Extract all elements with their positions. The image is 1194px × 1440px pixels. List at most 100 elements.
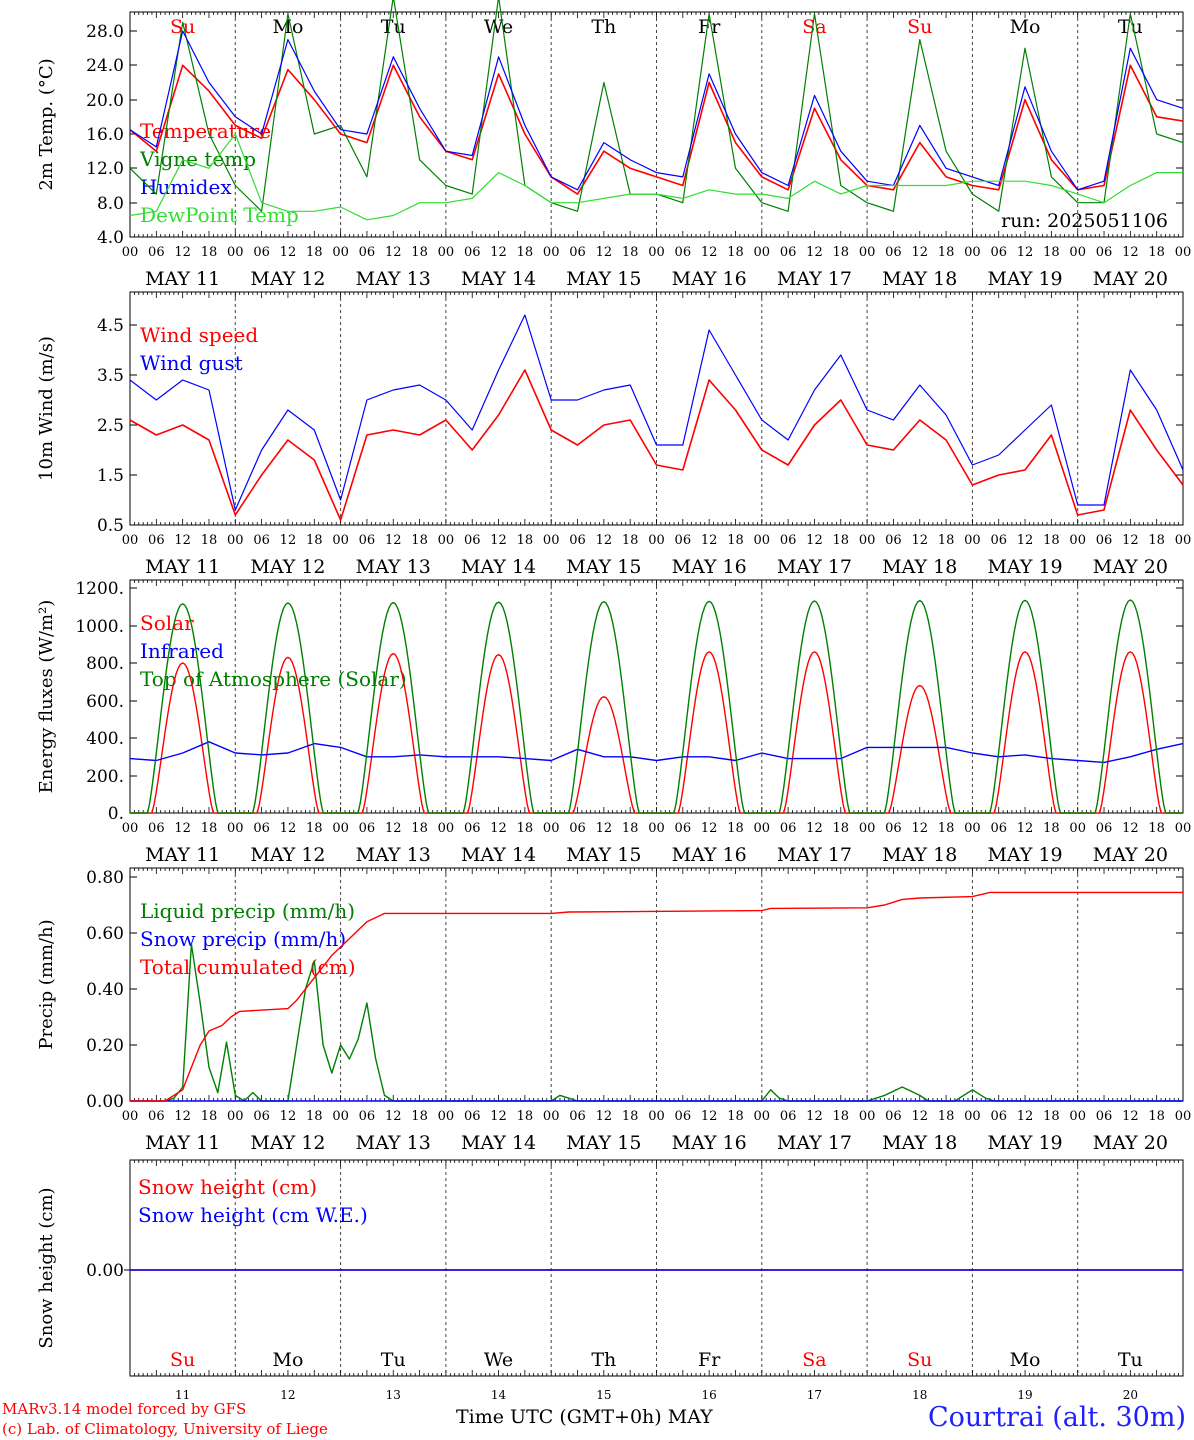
hour-label: 18	[622, 821, 639, 836]
series-wind-gust	[129, 314, 1184, 511]
hour-label: 06	[780, 1109, 797, 1124]
hour-label: 06	[253, 821, 270, 836]
weekday-label-top: Tu	[1118, 16, 1143, 38]
hour-label: 06	[148, 821, 165, 836]
time-axis-text: Time UTC (GMT+0h)	[456, 1406, 662, 1428]
y-tick-label: 8.0	[97, 194, 124, 214]
panel-3: 0. 200. 400. 600. 800. 1000. 1200. Energy fluxe…	[36, 579, 1191, 866]
hour-label: 12	[1122, 245, 1139, 260]
hour-label: 06	[1096, 1109, 1113, 1124]
hour-label: 18	[306, 533, 323, 548]
date-label: MAY 14	[461, 556, 536, 578]
day-number-label: 15	[596, 1388, 611, 1402]
hour-label: 12	[701, 821, 718, 836]
date-label: MAY 16	[672, 1132, 747, 1154]
hour-label: 18	[938, 245, 955, 260]
hour-label: 06	[780, 821, 797, 836]
date-label: MAY 11	[145, 556, 220, 578]
hour-label: 00	[438, 245, 455, 260]
hour-label: 18	[201, 533, 218, 548]
weekday-label-top: Mo	[272, 16, 303, 38]
hour-label: 06	[569, 533, 586, 548]
hour-label: 18	[727, 533, 744, 548]
date-label: MAY 12	[250, 556, 325, 578]
hour-label: 06	[780, 533, 797, 548]
y-tick-label: 4.5	[97, 316, 124, 336]
hour-label: 00	[754, 1109, 771, 1124]
hour-label: 18	[938, 821, 955, 836]
hour-label: 06	[569, 821, 586, 836]
hour-label: 00	[122, 821, 139, 836]
hour-label: 18	[201, 1109, 218, 1124]
hour-label: 06	[359, 1109, 376, 1124]
hour-label: 00	[964, 245, 981, 260]
series-humidex	[129, 30, 1184, 191]
hour-label: 00	[1069, 533, 1086, 548]
weekday-label-top: Fr	[698, 16, 721, 38]
date-label: MAY 18	[882, 268, 957, 290]
date-label: MAY 19	[987, 556, 1062, 578]
hour-label: 00	[859, 1109, 876, 1124]
hour-label: 06	[464, 533, 481, 548]
date-label: MAY 12	[250, 1132, 325, 1154]
hour-label: 00	[859, 821, 876, 836]
date-label: MAY 15	[566, 1132, 641, 1154]
series-top-of-atmosphere-solar-	[130, 599, 1183, 814]
hour-label: 12	[490, 533, 507, 548]
hour-label: 18	[727, 245, 744, 260]
weekday-label-top: Sa	[802, 16, 826, 38]
hour-label: 00	[122, 245, 139, 260]
date-label: MAY 19	[987, 1132, 1062, 1154]
day-number-label: 18	[912, 1388, 927, 1402]
date-label: MAY 12	[250, 268, 325, 290]
hour-label: 12	[1017, 821, 1034, 836]
hour-label: 00	[648, 245, 665, 260]
y-tick-label: 400.	[86, 729, 124, 749]
series-total-cumulated-cm-	[130, 891, 1183, 1102]
weekday-label-bottom: We	[484, 1349, 513, 1371]
weekday-label-bottom: Th	[591, 1349, 616, 1371]
hour-label: 18	[1148, 533, 1165, 548]
hour-label: 12	[701, 533, 718, 548]
weekday-label-bottom: Sa	[802, 1349, 826, 1371]
hour-label: 18	[1148, 245, 1165, 260]
y-tick-label: 3.5	[97, 366, 124, 386]
legend-entry: Snow height (cm W.E.)	[138, 1203, 368, 1227]
hour-label: 12	[174, 533, 191, 548]
hour-label: 00	[332, 821, 349, 836]
y-tick-label: 0.00	[86, 1261, 124, 1281]
legend-entry: DewPoint Temp	[140, 203, 299, 227]
hour-label: 00	[122, 533, 139, 548]
hour-label: 12	[1122, 821, 1139, 836]
hour-label: 00	[1175, 821, 1192, 836]
hour-label: 18	[1148, 1109, 1165, 1124]
date-label: MAY 19	[987, 844, 1062, 866]
hour-label: 06	[675, 821, 692, 836]
panel-5: 0.00 Snow height (cm) Snow height (cm) Snow…	[36, 1159, 1184, 1377]
legend-entry: Wind speed	[140, 323, 258, 347]
y-tick-label: 0.80	[86, 868, 124, 888]
hour-label: 12	[280, 533, 297, 548]
y-tick-label: 24.0	[86, 56, 124, 76]
y-tick-label: 200.	[86, 767, 124, 787]
hour-label: 00	[1175, 1109, 1192, 1124]
hour-label: 00	[332, 245, 349, 260]
series-dewpoint-temp	[129, 133, 1183, 221]
date-label: MAY 14	[461, 844, 536, 866]
y-tick-label: 16.0	[86, 125, 124, 145]
date-label: MAY 17	[777, 268, 852, 290]
hour-label: 12	[385, 245, 402, 260]
hour-label: 12	[280, 245, 297, 260]
hour-label: 12	[385, 533, 402, 548]
legend-entry: Infrared	[140, 639, 224, 663]
hour-label: 12	[701, 245, 718, 260]
y-tick-label: 1000.	[75, 617, 124, 637]
hour-label: 00	[543, 1109, 560, 1124]
hour-label: 06	[990, 245, 1007, 260]
hour-label: 00	[754, 821, 771, 836]
hour-label: 00	[332, 533, 349, 548]
hour-label: 00	[227, 533, 244, 548]
hour-label: 12	[490, 245, 507, 260]
y-axis-label: 2m Temp. (°C)	[36, 58, 57, 190]
hour-label: 18	[938, 533, 955, 548]
